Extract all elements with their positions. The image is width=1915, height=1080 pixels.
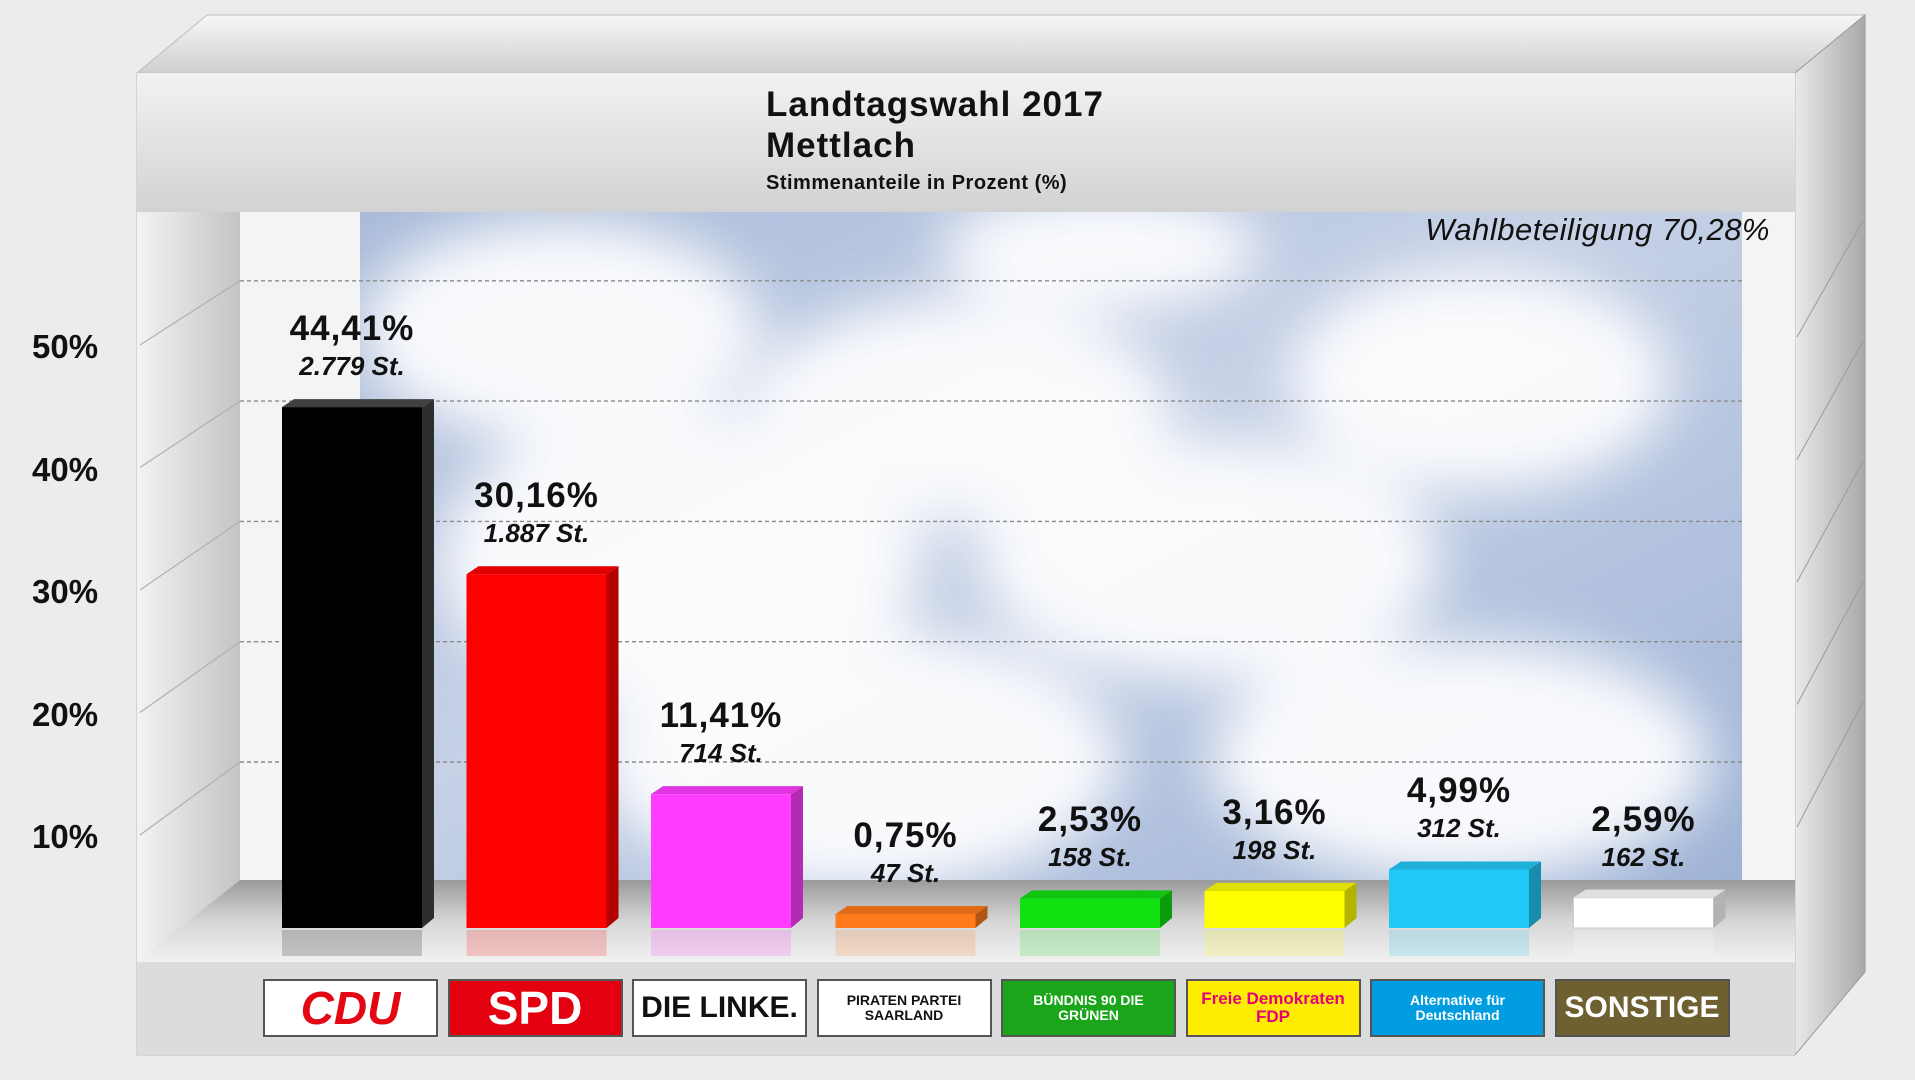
- chart-title-block: Landtagswahl 2017 Mettlach Stimmenanteil…: [766, 84, 1104, 195]
- bar-value-label: 3,16%: [1222, 792, 1327, 832]
- party-logo: PIRATEN PARTEI SAARLAND: [816, 979, 992, 1037]
- party-logo: SPD: [447, 979, 623, 1037]
- bar: [835, 906, 988, 956]
- bar-votes-label: 1.887 St.: [483, 518, 590, 549]
- grid-diagonal: [139, 761, 241, 836]
- party-logo: BÜNDNIS 90 DIE GRÜNEN: [1001, 979, 1176, 1037]
- grid-diagonal: [139, 400, 241, 468]
- chart-title: Landtagswahl 2017: [766, 85, 1104, 124]
- chart-subtitle: Stimmenanteile in Prozent (%): [766, 172, 1068, 194]
- grid-side-line: [1796, 340, 1864, 460]
- bar-value-label: 30,16%: [474, 476, 599, 516]
- grid-diagonal: [139, 520, 241, 591]
- bar-value-label: 0,75%: [853, 816, 958, 855]
- bar: [651, 786, 803, 956]
- y-tick-label: 50%: [32, 328, 99, 365]
- bar: [1020, 890, 1172, 956]
- grid-side-line: [1796, 220, 1864, 338]
- bar: [1204, 882, 1357, 956]
- bar: [1573, 889, 1726, 956]
- y-tick-label: 10%: [32, 818, 99, 855]
- party-logo: SONSTIGE: [1554, 979, 1730, 1037]
- chart-location: Mettlach: [766, 126, 916, 165]
- bar-value-label: 2,59%: [1591, 799, 1696, 839]
- grid-lines: [139, 220, 1864, 836]
- bar: [282, 399, 434, 956]
- bar-votes-label: 312 St.: [1417, 813, 1501, 844]
- grid-diagonal: [139, 280, 241, 346]
- bar-votes-label: 2.779 St.: [299, 351, 405, 382]
- grid-diagonal: [139, 641, 241, 713]
- bar-value-label: 2,53%: [1037, 800, 1143, 840]
- party-logo: CDU: [263, 979, 438, 1037]
- bar-votes-label: 47 St.: [870, 858, 941, 888]
- bar-value-label: 4,99%: [1406, 771, 1512, 811]
- bars-group: [282, 399, 1726, 956]
- bar-votes-label: 714 St.: [679, 738, 763, 769]
- grid-side-line: [1796, 461, 1864, 583]
- bar: [1389, 861, 1541, 956]
- bar-value-label: 11,41%: [659, 696, 783, 736]
- grid-side-line: [1796, 701, 1864, 828]
- bar-votes-label: 158 St.: [1048, 842, 1132, 873]
- grid-side-line: [1796, 581, 1864, 705]
- party-logo: Alternative für Deutschland: [1370, 979, 1545, 1037]
- bar-votes-label: 162 St.: [1601, 841, 1686, 872]
- turnout-label: Wahlbeteiligung 70,28%: [1425, 212, 1770, 247]
- bar-value-label: 44,41%: [289, 309, 415, 349]
- party-logo: DIE LINKE.: [632, 979, 807, 1037]
- y-tick-label: 20%: [32, 695, 99, 733]
- y-tick-label: 30%: [32, 573, 99, 610]
- bar: [466, 566, 619, 956]
- y-tick-label: 40%: [32, 450, 99, 488]
- party-logo: Freie Demokraten FDP: [1185, 979, 1361, 1037]
- bar-votes-label: 198 St.: [1232, 834, 1317, 865]
